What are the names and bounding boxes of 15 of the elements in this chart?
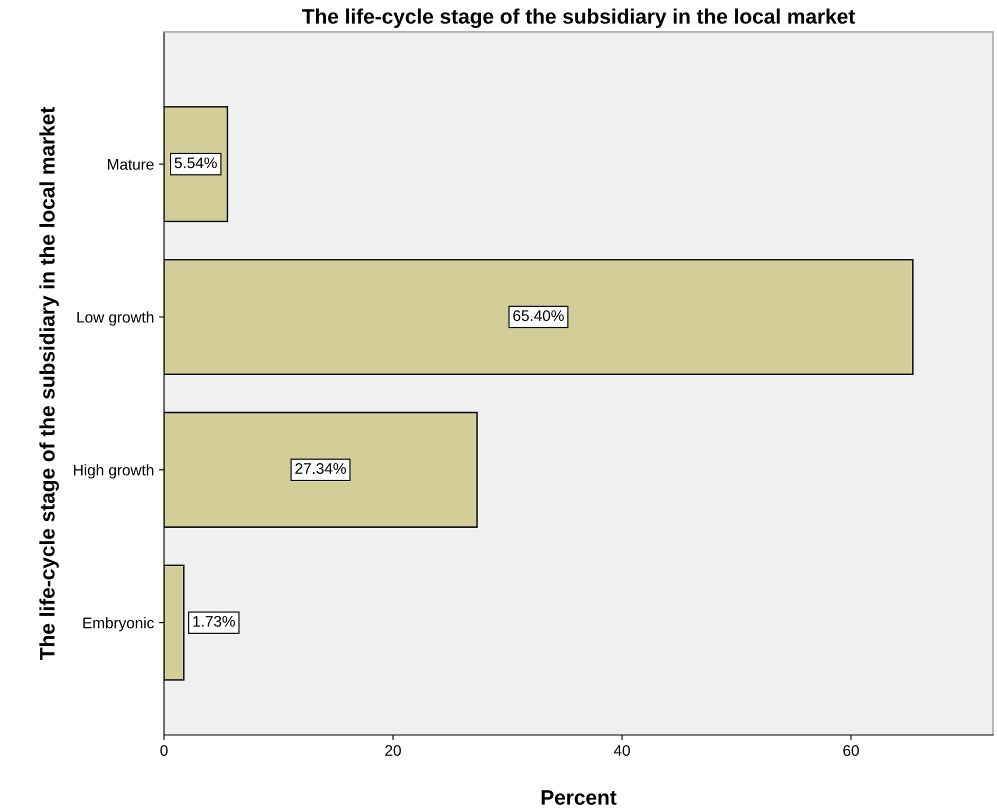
x-tick-label: 0 [160,745,168,756]
x-axis-title: Percent [542,790,616,805]
data-label: 5.54% [174,157,217,168]
y-tick-label: Low growth [77,311,154,326]
x-tick-label: 60 [843,745,859,756]
y-tick-label: High growth [74,464,154,479]
x-tick-label: 40 [614,745,630,756]
data-label: 1.73% [193,616,235,627]
y-axis-title: The life-cycle stage of the subsidiary in the local market [39,106,59,660]
chart-title: The life-cycle stage of the subsidiary in the local market [302,8,855,28]
x-tick-label: 20 [385,745,401,756]
data-label: 27.34% [295,463,346,474]
data-label: 65.40% [513,310,564,322]
y-tick-label: Embryonic [83,617,154,632]
y-tick-label: Mature [108,159,154,170]
